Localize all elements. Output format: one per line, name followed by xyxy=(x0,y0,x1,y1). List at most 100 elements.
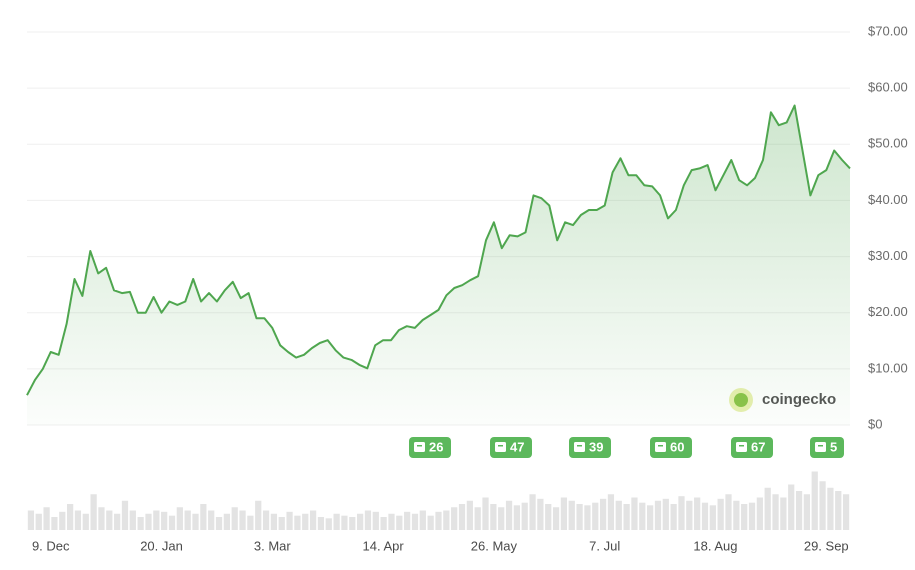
volume-bar xyxy=(521,502,528,530)
volume-bar xyxy=(66,504,74,530)
volume-bar xyxy=(309,510,317,530)
volume-bar xyxy=(678,496,685,530)
badge-icon xyxy=(815,442,826,452)
volume-bar xyxy=(451,507,458,530)
volume-bar xyxy=(90,494,97,530)
volume-bar xyxy=(756,497,763,530)
x-tick-label: 26. May xyxy=(471,538,518,553)
volume-bar xyxy=(780,497,787,530)
volume-bar xyxy=(419,510,426,530)
y-tick-label: $30.00 xyxy=(868,248,908,263)
volume-bar xyxy=(647,505,654,530)
volume-bar xyxy=(427,515,434,530)
price-area xyxy=(27,105,850,425)
volume-bar xyxy=(498,507,505,530)
volume-bar xyxy=(607,494,615,530)
volume-bar xyxy=(317,517,325,530)
y-tick-label: $50.00 xyxy=(868,136,908,151)
volume-bar xyxy=(694,497,701,530)
volume-bar xyxy=(357,513,364,530)
volume-bar xyxy=(529,494,536,530)
price-line xyxy=(26,104,851,396)
volume-bar xyxy=(576,504,583,530)
badge-icon-line xyxy=(577,445,582,447)
volume-bar xyxy=(145,513,152,530)
volume-bar xyxy=(262,510,270,530)
volume-bar xyxy=(615,500,622,530)
y-tick-label: $40.00 xyxy=(868,192,908,207)
volume-bar xyxy=(372,511,379,530)
volume-bar xyxy=(592,502,599,530)
volume-bar xyxy=(215,517,223,530)
y-tick-label: $10.00 xyxy=(868,360,908,375)
volume-bar xyxy=(764,487,771,530)
volume-bar xyxy=(247,515,254,530)
badge-icon xyxy=(736,442,747,452)
x-tick-label: 29. Sep xyxy=(804,538,849,553)
x-tick-label: 14. Apr xyxy=(363,538,405,553)
volume-bar xyxy=(364,510,372,530)
volume-bar xyxy=(51,517,58,530)
volume-bar xyxy=(827,487,834,530)
x-tick-label: 20. Jan xyxy=(140,538,183,553)
volume-bar xyxy=(741,504,748,530)
volume-bar xyxy=(670,504,677,530)
volume-bar xyxy=(137,517,144,530)
volume-bar xyxy=(294,515,301,530)
volume-bar xyxy=(584,505,591,530)
volume-bar xyxy=(482,497,489,530)
badge-icon-line xyxy=(658,445,663,447)
volume-bar xyxy=(411,513,419,530)
badge-count: 39 xyxy=(589,439,603,454)
volume-bar xyxy=(43,507,50,530)
x-tick-label: 7. Jul xyxy=(589,538,620,553)
badge-count: 67 xyxy=(751,439,765,454)
x-tick-label: 3. Mar xyxy=(254,538,292,553)
volume-bar xyxy=(302,513,309,530)
volume-bar xyxy=(223,513,230,530)
volume-bar xyxy=(505,500,513,530)
x-tick-label: 18. Aug xyxy=(693,538,737,553)
volume-bar xyxy=(795,491,803,530)
news-badge: 60 xyxy=(650,437,692,458)
volume-bar xyxy=(278,517,285,530)
volume-bar xyxy=(709,505,716,530)
badge-icon xyxy=(574,442,585,452)
volume-bar xyxy=(341,515,348,530)
volume-bar xyxy=(717,498,724,530)
y-tick-label: $70.00 xyxy=(868,23,908,38)
volume-bar xyxy=(208,510,215,530)
volume-bar xyxy=(176,507,183,530)
y-tick-label: $0 xyxy=(868,416,882,431)
badge-icon xyxy=(495,442,506,452)
volume-bar xyxy=(686,500,693,530)
volume-bar xyxy=(27,510,35,530)
volume-bar xyxy=(388,513,395,530)
volume-bar xyxy=(631,497,638,530)
volume-bar xyxy=(639,502,646,530)
volume-bar xyxy=(842,494,850,530)
volume-bar xyxy=(114,513,121,530)
volume-bar xyxy=(231,507,238,530)
badge-icon-line xyxy=(498,445,503,447)
news-badge: 67 xyxy=(731,437,773,458)
volume-bar xyxy=(255,500,262,530)
news-badge: 39 xyxy=(569,437,611,458)
volume-bar xyxy=(788,484,795,530)
news-badge: 26 xyxy=(409,437,451,458)
volume-bar xyxy=(811,471,818,530)
volume-bar xyxy=(733,500,740,530)
volume-bar xyxy=(458,504,466,530)
volume-bar xyxy=(772,494,779,530)
volume-bar xyxy=(129,510,136,530)
volume-bar xyxy=(474,507,481,530)
volume-bar xyxy=(59,511,66,530)
badge-count: 5 xyxy=(830,439,837,454)
news-badge: 47 xyxy=(490,437,532,458)
volume-bar xyxy=(239,510,246,530)
volume-bar xyxy=(396,515,403,530)
volume-bar xyxy=(349,517,356,530)
volume-bar xyxy=(98,507,105,530)
volume-bar xyxy=(435,511,442,530)
